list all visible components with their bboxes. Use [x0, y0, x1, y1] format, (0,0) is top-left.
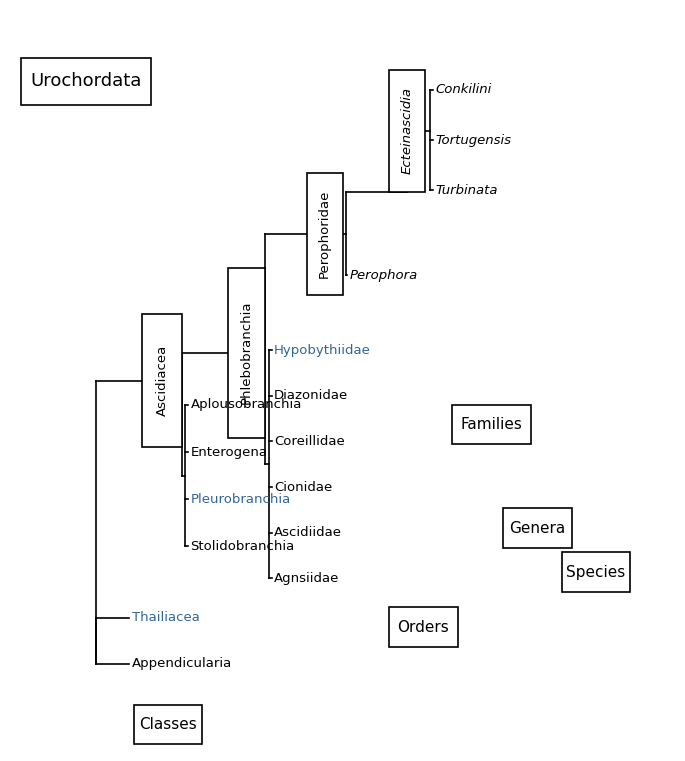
Text: Ecteinascidia: Ecteinascidia	[401, 88, 413, 174]
Text: Orders: Orders	[397, 619, 449, 635]
Text: Cionidae: Cionidae	[274, 480, 332, 494]
FancyBboxPatch shape	[134, 705, 202, 744]
Text: Conkilini: Conkilini	[435, 83, 491, 97]
FancyBboxPatch shape	[142, 314, 182, 447]
FancyBboxPatch shape	[21, 58, 151, 105]
Text: Urochordata: Urochordata	[30, 72, 141, 91]
Text: Genera: Genera	[510, 521, 566, 536]
Text: Pleurobranchia: Pleurobranchia	[190, 492, 290, 506]
Text: Aplousobranchia: Aplousobranchia	[190, 398, 302, 412]
Text: Coreillidae: Coreillidae	[274, 435, 345, 448]
FancyBboxPatch shape	[307, 173, 342, 295]
Text: Thailiacea: Thailiacea	[132, 611, 199, 625]
Text: Appendicularia: Appendicularia	[132, 657, 232, 670]
FancyBboxPatch shape	[389, 607, 458, 647]
Text: Agnsiidae: Agnsiidae	[274, 572, 339, 585]
FancyBboxPatch shape	[562, 552, 630, 592]
Text: Ascidiidae: Ascidiidae	[274, 526, 342, 540]
Text: Hypobythiidae: Hypobythiidae	[274, 343, 371, 357]
Text: Turbinata: Turbinata	[435, 183, 497, 197]
Text: Families: Families	[460, 417, 523, 432]
Text: Enterogena: Enterogena	[190, 445, 267, 459]
Text: Ascidiacea: Ascidiacea	[155, 345, 169, 416]
Text: Perophoridae: Perophoridae	[319, 189, 331, 278]
Text: Diazonidae: Diazonidae	[274, 389, 348, 403]
Text: Phlebobranchia: Phlebobranchia	[240, 301, 253, 405]
FancyBboxPatch shape	[452, 405, 531, 444]
FancyBboxPatch shape	[228, 268, 265, 438]
Text: Perophora: Perophora	[349, 269, 418, 282]
Text: Classes: Classes	[139, 717, 197, 732]
FancyBboxPatch shape	[503, 508, 572, 548]
Text: Tortugensis: Tortugensis	[435, 133, 511, 147]
Text: Stolidobranchia: Stolidobranchia	[190, 540, 295, 553]
Text: Species: Species	[566, 565, 625, 580]
FancyBboxPatch shape	[389, 70, 425, 192]
